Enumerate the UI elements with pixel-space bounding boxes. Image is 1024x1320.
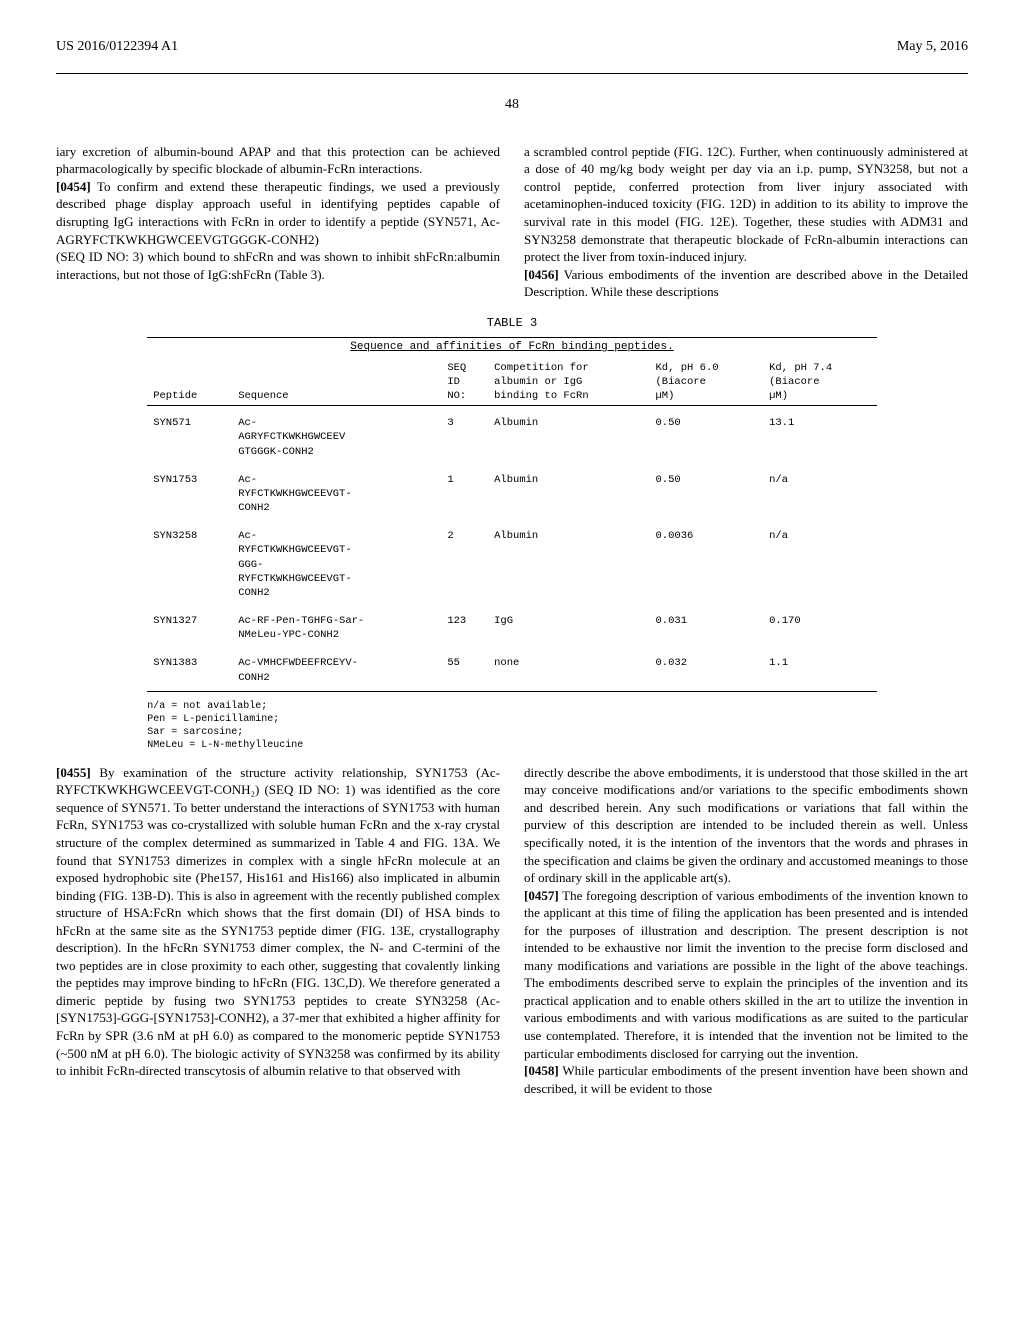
para-num: [0457]: [524, 888, 559, 903]
bottom-left-col: [0455] By examination of the structure a…: [56, 764, 500, 1097]
table-label: TABLE 3: [147, 315, 877, 331]
th-comp: Competition foralbumin or IgGbinding to …: [488, 359, 649, 406]
para-text: Various embodiments of the invention are…: [524, 267, 968, 300]
table-title: Sequence and affinities of FcRn binding …: [147, 340, 877, 355]
top-right-col: a scrambled control peptide (FIG. 12C). …: [524, 143, 968, 301]
th-kd74: Kd, pH 7.4(BiacoreµM): [763, 359, 877, 406]
para-0454: [0454] To confirm and extend these thera…: [56, 178, 500, 248]
para-continuation-r: a scrambled control peptide (FIG. 12C). …: [524, 143, 968, 266]
para-num: [0458]: [524, 1063, 559, 1078]
pub-number: US 2016/0122394 A1: [56, 38, 178, 57]
top-left-col: iary excretion of albumin-bound APAP and…: [56, 143, 500, 301]
para-0455: [0455] By examination of the structure a…: [56, 764, 500, 1080]
para-text: The foregoing description of various emb…: [524, 888, 968, 1061]
para-0457: [0457] The foregoing description of vari…: [524, 887, 968, 1062]
top-columns: iary excretion of albumin-bound APAP and…: [56, 143, 968, 301]
para-0458: [0458] While particular embodiments of t…: [524, 1062, 968, 1097]
table-row: SYN3258Ac- RYFCTKWKHGWCEEVGT- GGG- RYFCT…: [147, 519, 877, 604]
pub-date: May 5, 2016: [897, 38, 968, 57]
para-text: While particular embodiments of the pres…: [524, 1063, 968, 1096]
th-kd60: Kd, pH 6.0(BiacoreµM): [649, 359, 763, 406]
para-num: [0456]: [524, 267, 559, 282]
page-number: 48: [56, 96, 968, 115]
para-num: [0455]: [56, 765, 91, 780]
para-0456: [0456] Various embodiments of the invent…: [524, 266, 968, 301]
para-cont-br: directly describe the above embodiments,…: [524, 764, 968, 887]
bottom-right-col: directly describe the above embodiments,…: [524, 764, 968, 1097]
table-row: SYN1383Ac-VMHCFWDEEFRCEYV- CONH255none0.…: [147, 646, 877, 688]
table-data: Peptide Sequence SEQIDNO: Competition fo…: [147, 359, 877, 689]
footer-l3: Sar = sarcosine;: [147, 726, 877, 739]
th-sequence: Sequence: [232, 359, 441, 406]
bottom-columns: [0455] By examination of the structure a…: [56, 764, 968, 1097]
para-num: [0454]: [56, 179, 91, 194]
para-text: By examination of the structure activity…: [56, 765, 500, 1078]
footer-l1: n/a = not available;: [147, 700, 877, 713]
table-row: SYN1753Ac- RYFCTKWKHGWCEEVGT- CONH21Albu…: [147, 463, 877, 520]
table-3: TABLE 3 Sequence and affinities of FcRn …: [147, 315, 877, 752]
table-row: SYN1327Ac-RF-Pen-TGHFG-Sar- NMeLeu-YPC-C…: [147, 604, 877, 646]
para-text: To confirm and extend these therapeutic …: [56, 179, 500, 247]
page-header: US 2016/0122394 A1 May 5, 2016: [56, 38, 968, 57]
footer-l2: Pen = L-penicillamine;: [147, 713, 877, 726]
th-seqid: SEQIDNO:: [441, 359, 488, 406]
footer-l4: NMeLeu = L-N-methylleucine: [147, 739, 877, 752]
th-peptide: Peptide: [147, 359, 232, 406]
para-continuation: iary excretion of albumin-bound APAP and…: [56, 143, 500, 178]
table-footer: n/a = not available; Pen = L-penicillami…: [147, 700, 877, 752]
para-seq: (SEQ ID NO: 3) which bound to shFcRn and…: [56, 248, 500, 283]
table-row: SYN571Ac- AGRYFCTKWKHGWCEEV GTGGGK-CONH2…: [147, 406, 877, 463]
header-rule: [56, 73, 968, 74]
table-body: SYN571Ac- AGRYFCTKWKHGWCEEV GTGGGK-CONH2…: [147, 406, 877, 689]
